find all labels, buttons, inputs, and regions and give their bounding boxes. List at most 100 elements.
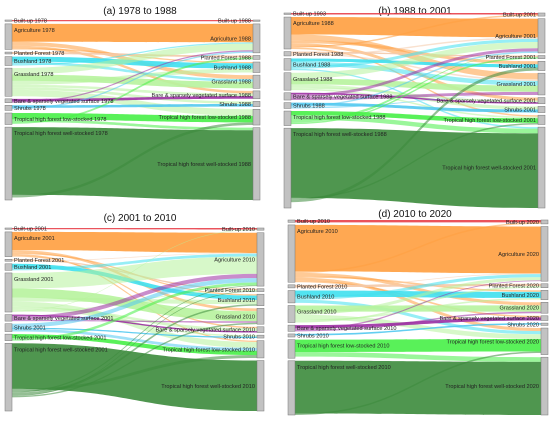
source-node — [287, 284, 296, 289]
source-node — [287, 324, 296, 332]
target-node-label: Shrubs 2001 — [504, 107, 536, 113]
target-node-label: Grassland 2010 — [216, 314, 256, 320]
source-node — [4, 98, 13, 103]
target-node-label: Shrubs 1988 — [219, 102, 251, 108]
flow-link — [295, 311, 541, 332]
flow-link — [12, 119, 253, 131]
target-node-label: Tropical high forest low-stocked 2001 — [444, 118, 536, 124]
flow-link — [12, 57, 253, 124]
target-node-label: Agriculture 2010 — [214, 257, 255, 263]
flow-link — [12, 282, 257, 341]
flow-link — [291, 48, 538, 98]
target-node — [256, 293, 265, 306]
source-node-label: Grassland 1978 — [14, 72, 54, 78]
source-node — [283, 12, 292, 15]
target-node-label: Built-up 2001 — [503, 13, 536, 19]
target-node — [252, 61, 261, 73]
source-node-label: Planted Forest 2010 — [297, 284, 347, 290]
flow-link — [12, 229, 257, 312]
target-node — [540, 290, 549, 300]
target-node-label: Planted Forest 2010 — [205, 288, 255, 294]
source-node-label: Planted Forest 1978 — [14, 51, 64, 57]
panel-d-labels: Built-up 2010 Agriculture 2010 Planted For… — [297, 219, 539, 390]
source-node — [4, 323, 13, 332]
target-node — [540, 327, 549, 355]
flow-link — [291, 42, 538, 79]
flow-link — [12, 322, 257, 398]
source-node — [4, 343, 13, 412]
flow-link — [12, 228, 257, 230]
source-node-label: Shrubs 1978 — [14, 106, 46, 112]
target-node — [252, 74, 261, 89]
panel-c-labels: Built-up 2001 Agriculture 2001 Planted For… — [14, 227, 255, 390]
panel-b-nodes — [283, 12, 546, 209]
source-node — [287, 360, 296, 416]
source-node — [4, 231, 13, 257]
target-node — [537, 18, 546, 54]
source-node-label: Bare & sparsely vegetated surface 2001 — [14, 316, 114, 322]
target-node — [540, 315, 549, 321]
flow-link — [12, 48, 253, 64]
source-node — [283, 92, 292, 101]
flow-link — [291, 91, 538, 101]
flow-link — [12, 314, 257, 333]
flow-link — [12, 104, 253, 108]
source-node — [287, 290, 296, 304]
source-node-label: Tropical high forest well-stocked 1978 — [14, 131, 108, 137]
target-node — [256, 326, 265, 333]
flow-link — [295, 314, 541, 339]
source-node — [4, 67, 13, 97]
target-node-label: Tropical high forest well-stocked 2001 — [442, 166, 536, 172]
target-node-label: Agriculture 1988 — [210, 36, 251, 42]
source-node-label: Tropical high forest low-stocked 1978 — [14, 117, 106, 123]
target-node-label: Tropical high forest low-stocked 1988 — [159, 115, 251, 121]
target-node — [252, 108, 261, 126]
source-node — [283, 51, 292, 57]
target-node — [256, 288, 265, 292]
source-node — [287, 219, 296, 223]
target-node-label: Bare & sparsely vegetated surface 1988 — [151, 93, 251, 99]
source-node-label: Shrubs 2001 — [14, 326, 46, 332]
source-node — [4, 333, 13, 341]
target-node-label: Tropical high forest well-stocked 1988 — [157, 162, 251, 168]
source-node-label: Tropical high forest well-stocked 2010 — [297, 365, 391, 371]
source-node-label: Tropical high forest well-stocked 2001 — [14, 347, 108, 353]
flow-link — [12, 278, 257, 328]
flow-link — [12, 231, 257, 253]
flow-link — [295, 323, 541, 336]
target-node — [256, 308, 265, 325]
flow-link — [295, 220, 541, 223]
source-node-label: Grassland 1988 — [293, 77, 333, 83]
flow-link — [295, 276, 541, 292]
flow-link — [295, 280, 541, 318]
panel-c: (c) 2001 to 2010 Built-up 2001 Agricultur… — [4, 213, 265, 412]
flow-link — [295, 298, 541, 321]
flow-link — [295, 224, 541, 274]
flow-link — [291, 14, 538, 48]
target-node — [537, 55, 546, 59]
panel-a-links — [12, 20, 253, 200]
flow-link — [12, 334, 257, 356]
target-node — [252, 90, 261, 100]
target-node — [537, 12, 546, 17]
panel-d: (d) 2010 to 2020 Built-up 2010 Agricultur… — [287, 209, 549, 416]
source-node-label: Agriculture 2001 — [14, 236, 55, 242]
target-node-label: Bare & sparsely vegetated surface 2020 — [439, 316, 539, 322]
source-node-label: Agriculture 2010 — [297, 229, 338, 235]
flow-link — [12, 252, 257, 262]
panel-c-links — [12, 228, 257, 411]
target-node-label: Bare & sparsely vegetated surface 2001 — [436, 99, 536, 105]
flow-link — [12, 285, 257, 393]
panel-a-labels: Built-up 1978 Agriculture 1978 Planted For… — [14, 19, 251, 168]
flow-link — [12, 20, 253, 22]
flow-link — [291, 67, 538, 203]
panel-c-title: (c) 2001 to 2010 — [104, 213, 177, 224]
target-node-label: Tropical high forest low-stocked 2010 — [163, 347, 255, 353]
source-node-label: Bare & sparsely vegetated surface 2010 — [297, 326, 397, 332]
flow-link — [12, 51, 253, 110]
target-node-label: Agriculture 2020 — [498, 252, 539, 258]
target-node — [256, 340, 265, 359]
flow-link — [12, 273, 257, 320]
target-node-label: Shrubs 2020 — [507, 322, 539, 328]
source-node — [283, 72, 292, 91]
